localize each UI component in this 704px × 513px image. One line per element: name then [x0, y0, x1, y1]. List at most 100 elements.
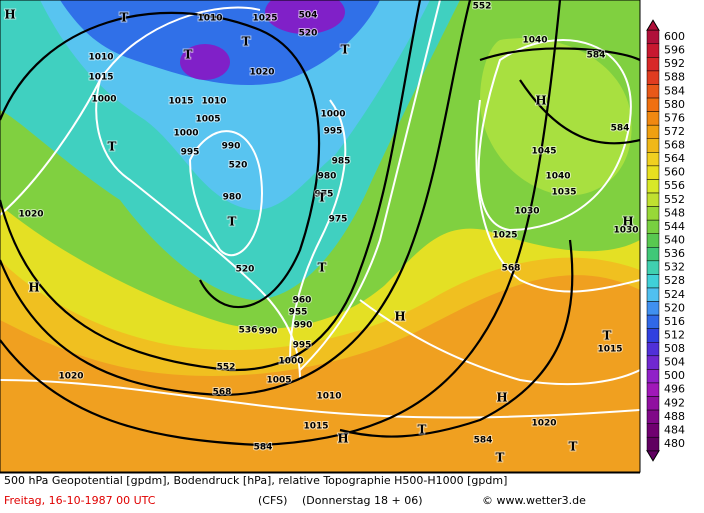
- contour-label: 995: [324, 127, 343, 137]
- contour-label: 995: [181, 148, 200, 158]
- contour-label: 1030: [613, 226, 638, 236]
- pressure-center: T: [318, 191, 327, 205]
- contour-label: 975: [315, 190, 334, 200]
- colorbar-swatch: [646, 287, 660, 302]
- colorbar-label: 544: [664, 220, 685, 233]
- region-purple: [180, 44, 230, 80]
- colorbar-label: 484: [664, 423, 685, 436]
- pressure-center: T: [242, 35, 251, 49]
- map-frame: [0, 0, 641, 473]
- contour-label: 552: [473, 2, 492, 12]
- colorbar-label: 564: [664, 152, 685, 165]
- pressure-center: T: [318, 261, 327, 275]
- pressure-center: T: [108, 140, 117, 154]
- contour-label: 1010: [316, 392, 341, 402]
- colorbar-label: 556: [664, 179, 685, 192]
- contour-label: 536: [239, 326, 258, 336]
- colorbar-swatch: [646, 314, 660, 329]
- colorbar-swatch: [646, 206, 660, 221]
- footer-description: 500 hPa Geopotential [gpdm], Bodendruck …: [4, 474, 507, 487]
- colorbar-label: 576: [664, 111, 685, 124]
- contour-label: 1015: [597, 345, 622, 355]
- colorbar-swatch: [646, 219, 660, 234]
- colorbar-swatch: [646, 84, 660, 99]
- pressure-center: T: [496, 451, 505, 465]
- colorbar-swatch: [646, 328, 660, 343]
- contour-label: 980: [318, 172, 337, 182]
- contour-label: 1040: [522, 36, 547, 46]
- contour-label: 552: [217, 363, 236, 373]
- colorbar-swatch: [646, 233, 660, 248]
- colorbar-label: 584: [664, 84, 685, 97]
- colorbar-label: 528: [664, 274, 685, 287]
- contour-label: 1035: [551, 188, 576, 198]
- contour-label: 504: [299, 11, 318, 21]
- contour-label: 1040: [545, 172, 570, 182]
- map: [0, 0, 640, 472]
- colorbar-cap: [646, 450, 660, 462]
- pressure-center: T: [603, 329, 612, 343]
- contour-label: 1015: [168, 97, 193, 107]
- colorbar-swatch: [646, 260, 660, 275]
- region-purple: [265, 0, 345, 34]
- colorbar-swatch: [646, 369, 660, 384]
- region-light-green: [480, 38, 632, 196]
- contour-label: 1020: [18, 210, 43, 220]
- contour-label: 520: [236, 265, 255, 275]
- colorbar-swatch: [646, 274, 660, 289]
- colorbar-swatch: [646, 97, 660, 112]
- pressure-center: H: [496, 391, 507, 405]
- colorbar-swatch: [646, 179, 660, 194]
- pressure-center: T: [184, 48, 193, 62]
- colorbar-swatch: [646, 29, 660, 45]
- pressure-center: H: [28, 281, 39, 295]
- isobars: [0, 0, 640, 419]
- colorbar-label: 596: [664, 44, 685, 57]
- contour-label: 568: [213, 388, 232, 398]
- colorbar-label: 536: [664, 247, 685, 260]
- pressure-center: T: [228, 215, 237, 229]
- contour-label: 584: [254, 443, 273, 453]
- colorbar-swatch: [646, 423, 660, 438]
- colorbar-swatch: [646, 43, 660, 58]
- contour-label: 1010: [197, 14, 222, 24]
- pressure-center: H: [337, 432, 348, 446]
- contour-label: 584: [474, 436, 493, 446]
- contour-label: 1005: [195, 115, 220, 125]
- pressure-center: H: [622, 215, 633, 229]
- pressure-center: H: [394, 310, 405, 324]
- colorbar-label: 480: [664, 437, 685, 450]
- contour-label: 1015: [303, 422, 328, 432]
- colorbar-label: 504: [664, 356, 685, 369]
- contour-label: 584: [587, 51, 606, 61]
- colorbar-label: 588: [664, 71, 685, 84]
- colorbar-label: 524: [664, 288, 685, 301]
- colorbar-swatch: [646, 57, 660, 72]
- colorbar-label: 548: [664, 206, 685, 219]
- colorbar-label: 560: [664, 166, 685, 179]
- contour-label: 584: [611, 124, 630, 134]
- contour-label: 1000: [278, 357, 303, 367]
- contour-label: 1010: [201, 97, 226, 107]
- colorbar-label: 552: [664, 193, 685, 206]
- colorbar-swatch: [646, 342, 660, 357]
- colorbar-swatch: [646, 165, 660, 180]
- contour-label: 1015: [88, 73, 113, 83]
- colorbar-swatch: [646, 436, 660, 452]
- contour-label: 1020: [249, 68, 274, 78]
- contour-label: 1000: [173, 129, 198, 139]
- contour-label: 995: [293, 341, 312, 351]
- colorbar-label: 516: [664, 315, 685, 328]
- geopotential-lines: [0, 0, 640, 447]
- colorbar-swatch: [646, 247, 660, 262]
- colorbar-cap: [646, 19, 660, 31]
- contour-label: 1045: [531, 147, 556, 157]
- contour-label: 1025: [252, 14, 277, 24]
- contour-label: 520: [229, 161, 248, 171]
- contour-label: 990: [259, 327, 278, 337]
- colorbar-swatch: [646, 355, 660, 370]
- pressure-center: H: [4, 8, 15, 22]
- colorbar-label: 600: [664, 30, 685, 43]
- pressure-center: T: [418, 423, 427, 437]
- pressure-center: T: [341, 43, 350, 57]
